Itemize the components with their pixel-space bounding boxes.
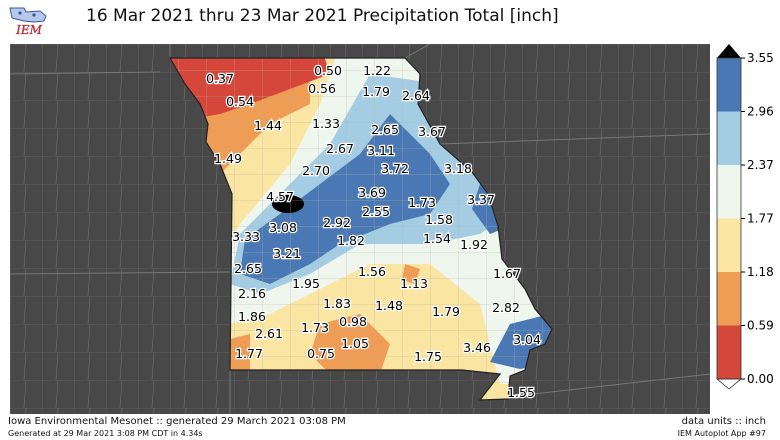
value-label: 2.92 <box>323 215 351 230</box>
legend-tick-label: 3.55 <box>747 51 774 65</box>
value-label: 1.95 <box>292 276 320 291</box>
value-label: 0.75 <box>307 346 335 361</box>
value-label: 1.86 <box>238 309 266 324</box>
legend-bins <box>717 58 741 379</box>
value-label: 1.56 <box>358 264 386 279</box>
value-label: 3.08 <box>269 220 297 235</box>
iem-logo: IEM <box>6 4 52 38</box>
value-label: 2.67 <box>326 141 354 156</box>
value-label: 3.69 <box>358 185 386 200</box>
value-label: 1.73 <box>408 195 436 210</box>
value-label: 1.58 <box>425 212 453 227</box>
value-label: 1.79 <box>432 304 460 319</box>
value-label: 1.75 <box>414 349 442 364</box>
logo-text: IEM <box>15 23 43 37</box>
value-label: 1.67 <box>493 266 521 281</box>
value-label: 3.21 <box>273 246 301 261</box>
legend-tick-label: 1.18 <box>747 265 774 279</box>
legend-under-arrow <box>715 378 743 389</box>
value-label: 2.65 <box>234 261 262 276</box>
value-label: 0.37 <box>206 71 234 86</box>
value-label: 0.98 <box>339 314 367 329</box>
value-label: 1.49 <box>214 151 242 166</box>
legend-bin <box>717 218 741 272</box>
value-label: 1.73 <box>301 320 329 335</box>
value-label: 3.37 <box>467 192 495 207</box>
value-label: 4.57 <box>266 189 294 204</box>
value-label: 2.16 <box>238 286 266 301</box>
value-label: 2.64 <box>402 88 430 103</box>
value-label: 3.67 <box>418 124 446 139</box>
footer-units: data units :: inch <box>681 416 766 427</box>
legend-tick-label: 1.77 <box>747 212 774 226</box>
value-label: 3.33 <box>232 229 260 244</box>
value-label: 3.11 <box>367 143 395 158</box>
value-label: 2.65 <box>371 122 399 137</box>
value-label: 3.04 <box>513 332 541 347</box>
value-label: 1.48 <box>375 298 403 313</box>
value-label: 0.56 <box>308 81 336 96</box>
value-label: 1.54 <box>423 231 451 246</box>
precipitation-map: 0.37 0.50 1.22 0.54 0.56 1.79 2.64 1.44 … <box>10 44 710 414</box>
footer-credit: Iowa Environmental Mesonet :: generated … <box>8 416 346 427</box>
legend-bin <box>717 111 741 165</box>
value-label: 2.61 <box>255 326 283 341</box>
value-label: 1.82 <box>337 233 365 248</box>
value-label: 0.50 <box>314 63 342 78</box>
value-label: 3.46 <box>463 340 491 355</box>
value-label: 1.79 <box>362 84 390 99</box>
legend-bin <box>717 272 741 326</box>
value-label: 1.77 <box>235 346 263 361</box>
footer-app: IEM Autoplot App #97 <box>677 429 766 438</box>
value-label: 2.82 <box>492 300 520 315</box>
value-label: 1.83 <box>323 296 351 311</box>
legend-bin <box>717 58 741 112</box>
legend-tick-label: 2.96 <box>747 105 774 119</box>
value-label: 2.55 <box>362 204 390 219</box>
station-values: 0.37 0.50 1.22 0.54 0.56 1.79 2.64 1.44 … <box>205 62 542 402</box>
value-label: 1.33 <box>312 116 340 131</box>
value-label: 3.18 <box>444 161 472 176</box>
legend-over-arrow <box>717 44 741 58</box>
value-label: 1.92 <box>460 237 488 252</box>
legend-bin <box>717 165 741 219</box>
map-title: 16 Mar 2021 thru 23 Mar 2021 Precipitati… <box>86 6 559 26</box>
value-label: 1.05 <box>341 336 369 351</box>
legend-tick-label: 0.59 <box>747 319 774 333</box>
legend-tick-label: 2.37 <box>747 158 774 172</box>
color-legend: 3.55 2.96 2.37 1.77 1.18 0.59 0.00 <box>715 44 774 389</box>
value-label: 1.55 <box>507 385 535 400</box>
value-label: 1.13 <box>400 276 428 291</box>
legend-bin <box>717 325 741 379</box>
value-label: 2.70 <box>302 163 330 178</box>
footer-generated: Generated at 29 Mar 2021 3:08 PM CDT in … <box>8 429 203 438</box>
value-label: 1.22 <box>363 63 391 78</box>
legend-tick-label: 0.00 <box>747 372 774 386</box>
value-label: 3.72 <box>381 161 409 176</box>
value-label: 1.44 <box>254 118 282 133</box>
value-label: 0.54 <box>226 94 254 109</box>
